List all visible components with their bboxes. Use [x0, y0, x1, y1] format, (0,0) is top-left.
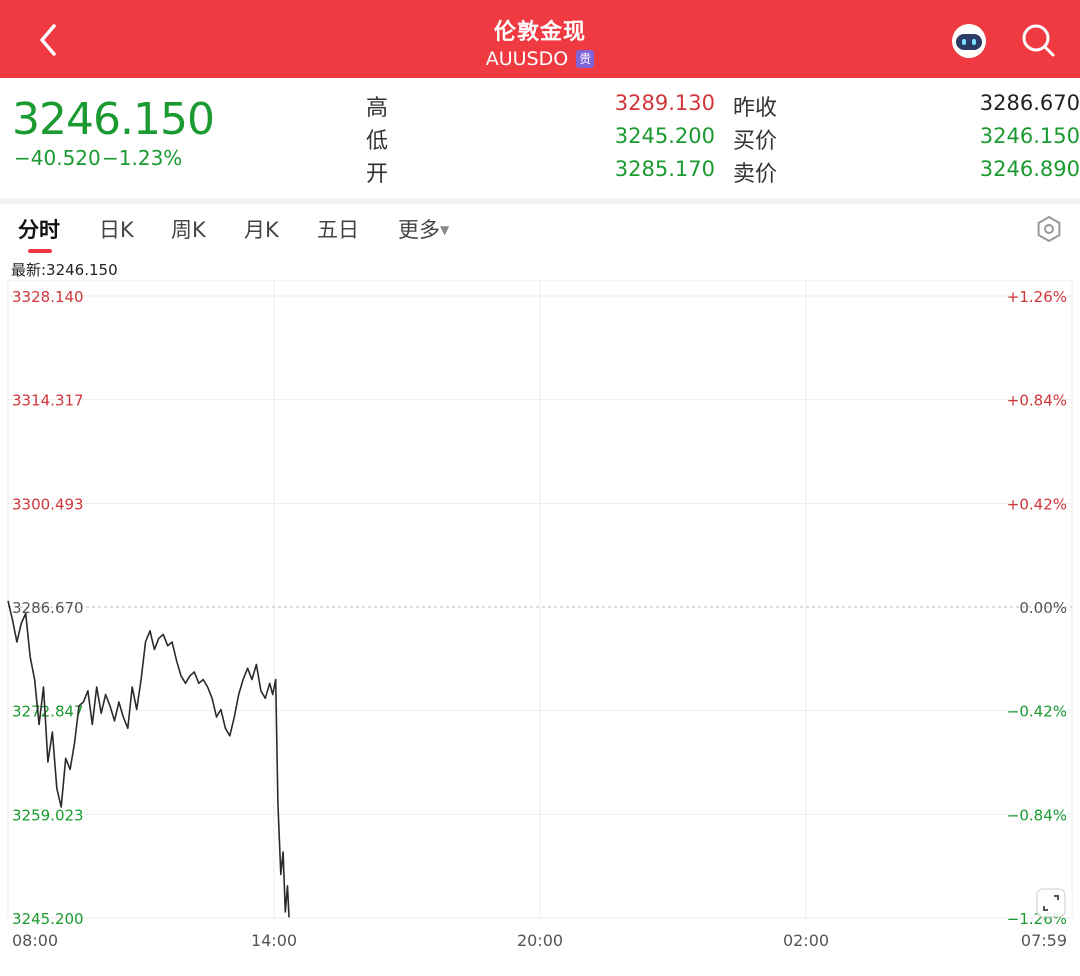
tab-daily-k[interactable]: 日K — [99, 218, 134, 242]
y-tick-percent-label: −0.84% — [1007, 806, 1067, 824]
price-line — [7, 600, 290, 918]
page-title: 伦敦金现 — [493, 20, 586, 45]
back-button[interactable] — [30, 18, 70, 62]
hexagon-settings-icon — [1037, 215, 1061, 243]
y-tick-price-label: 3272.847 — [12, 703, 84, 721]
robot-assistant-button[interactable] — [948, 20, 990, 62]
x-tick-label: 08:00 — [12, 931, 58, 950]
ask-value: 3246.890 — [979, 157, 1080, 181]
robot-icon — [952, 24, 986, 58]
high-label: 高 — [366, 96, 389, 121]
active-tab-indicator — [28, 249, 52, 253]
latest-price-readout: 最新:3246.150 — [11, 261, 118, 279]
intraday-chart[interactable]: 3328.140 +1.26% 3314.317 +0.84% 3300.493 +0.4… — [0, 280, 1080, 976]
tab-more[interactable]: 更多▼ — [398, 214, 449, 244]
tab-monthly-k[interactable]: 月K — [244, 218, 279, 242]
fullscreen-button[interactable] — [1036, 888, 1066, 918]
y-tick-percent-label: +0.84% — [1007, 392, 1067, 410]
price-change-percent: −1.23% — [102, 146, 183, 170]
symbol-line: AUUSDO 贵 — [0, 48, 1080, 70]
low-label: 低 — [366, 129, 389, 154]
y-tick-price-label: 3314.317 — [12, 392, 84, 410]
ask-label: 卖价 — [733, 162, 778, 187]
x-tick-label: 02:00 — [783, 931, 829, 950]
last-price: 3246.150 — [12, 94, 215, 145]
tab-intraday[interactable]: 分时 — [18, 218, 60, 242]
bid-label: 买价 — [733, 129, 778, 154]
prev-close-label: 昨收 — [733, 96, 778, 121]
y-tick-price-label: 3245.200 — [12, 910, 84, 928]
chevron-left-icon — [40, 24, 56, 56]
open-value: 3285.170 — [614, 157, 715, 181]
search-button[interactable] — [1018, 20, 1058, 60]
y-tick-price-label: 3328.140 — [12, 288, 84, 306]
price-change: −40.520 — [14, 146, 101, 170]
y-tick-price-label: 3259.023 — [12, 806, 84, 824]
open-label: 开 — [366, 162, 389, 187]
chart-settings-button[interactable] — [1034, 214, 1064, 244]
tab-five-day[interactable]: 五日 — [317, 218, 359, 242]
low-value: 3245.200 — [614, 124, 715, 148]
x-tick-label: 07:59 — [1021, 931, 1067, 950]
x-tick-label: 20:00 — [517, 931, 563, 950]
symbol-code: AUUSDO — [485, 48, 569, 70]
tab-weekly-k[interactable]: 周K — [171, 218, 206, 242]
category-badge: 贵 — [576, 50, 595, 68]
tab-more-label: 更多 — [398, 218, 440, 242]
y-tick-price-label: 3300.493 — [12, 495, 84, 513]
section-divider — [0, 198, 1080, 204]
caret-down-icon: ▼ — [440, 223, 450, 237]
y-tick-percent-label: 0.00% — [1019, 599, 1067, 617]
y-tick-percent-label: +1.26% — [1007, 288, 1067, 306]
bid-value: 3246.150 — [979, 124, 1080, 148]
x-tick-label: 14:00 — [251, 931, 297, 950]
search-icon — [1022, 24, 1055, 57]
y-tick-percent-label: −0.42% — [1007, 703, 1067, 721]
y-tick-price-label: 3286.670 — [12, 599, 84, 617]
high-value: 3289.130 — [614, 91, 715, 115]
prev-close-value: 3286.670 — [979, 91, 1080, 115]
y-tick-percent-label: +0.42% — [1007, 495, 1067, 513]
expand-icon — [1036, 888, 1066, 918]
top-bar: 伦敦金现 AUUSDO 贵 — [0, 0, 1080, 78]
